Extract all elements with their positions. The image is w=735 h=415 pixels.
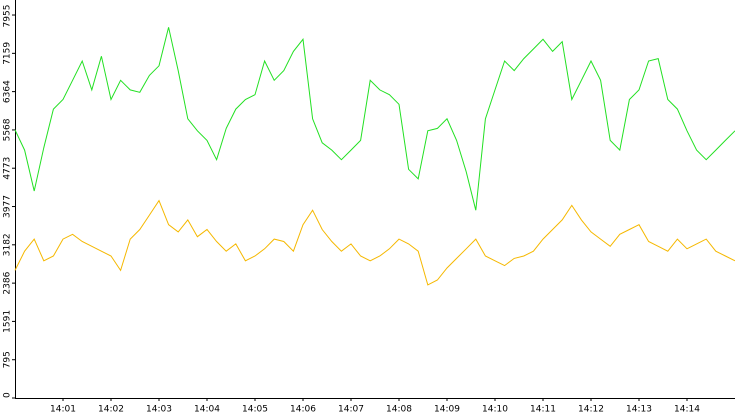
x-tick-label: 14:04: [194, 405, 220, 415]
x-tick-label: 14:08: [386, 405, 412, 415]
y-tick-label: 2386: [3, 271, 13, 294]
series-line: [14, 199, 735, 286]
x-tick-label: 14:13: [626, 405, 652, 415]
series-line: [14, 27, 735, 211]
y-tick-label: 1591: [3, 310, 13, 333]
x-tick-label: 14:07: [338, 405, 364, 415]
x-tick-label: 14:02: [98, 405, 124, 415]
y-tick-label: 0: [3, 392, 13, 398]
x-tick-label: 14:12: [578, 405, 604, 415]
x-tick-label: 14:05: [242, 405, 268, 415]
y-tick-label: 4773: [3, 157, 13, 180]
x-tick-label: 14:03: [146, 405, 172, 415]
y-tick-label: 3182: [3, 233, 13, 256]
x-tick-label: 14:11: [530, 405, 556, 415]
y-tick-label: 5568: [3, 118, 13, 141]
x-tick-label: 14:01: [50, 405, 76, 415]
x-tick-label: 14:09: [434, 405, 460, 415]
y-tick-label: 7955: [3, 5, 13, 28]
y-tick-label: 7159: [3, 42, 13, 65]
y-tick-label: 795: [3, 351, 13, 368]
x-tick-label: 14:06: [290, 405, 316, 415]
x-tick-label: 14:14: [674, 405, 700, 415]
x-tick-label: 14:10: [482, 405, 508, 415]
y-tick-label: 6364: [3, 80, 13, 103]
y-tick-label: 3977: [3, 195, 13, 218]
